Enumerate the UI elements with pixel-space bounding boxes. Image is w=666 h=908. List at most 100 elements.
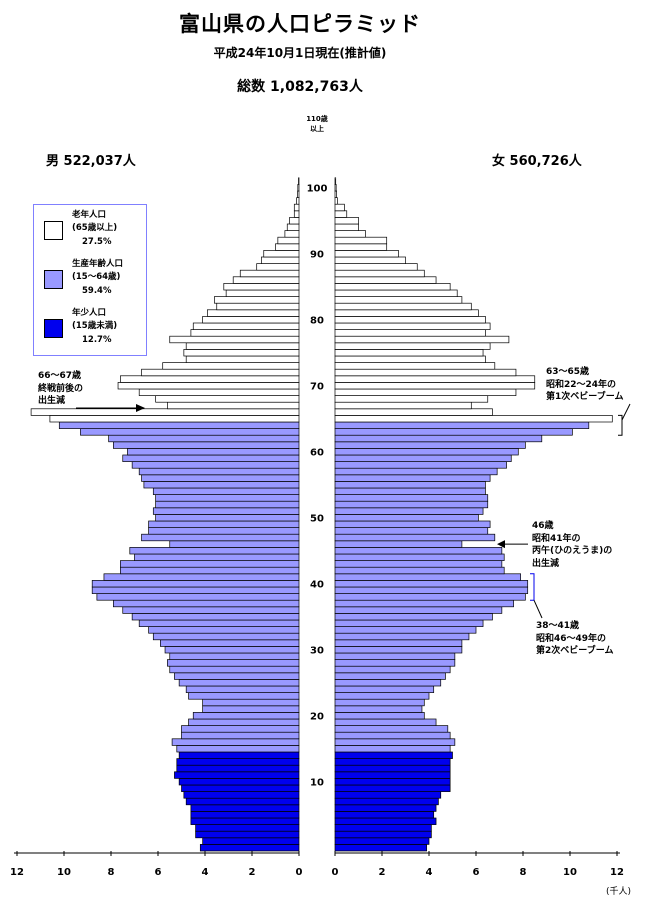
bar-male-55 bbox=[143, 481, 300, 489]
annotation-wartime: 66～67歳 終戦前後の 出生減 bbox=[38, 371, 84, 406]
bar-male-83 bbox=[214, 296, 300, 304]
bar-female-85 bbox=[334, 283, 451, 291]
bar-male-59 bbox=[122, 454, 300, 462]
bar-female-1 bbox=[334, 837, 430, 845]
bar-male-18 bbox=[181, 725, 300, 733]
legend-working-range: (15～64歳) bbox=[72, 272, 121, 282]
bar-female-56 bbox=[334, 474, 491, 482]
bar-female-98 bbox=[334, 197, 338, 205]
bar-male-15 bbox=[176, 745, 300, 753]
bar-female-5 bbox=[334, 811, 435, 819]
bar-male-69 bbox=[138, 388, 300, 396]
bar-female-23 bbox=[334, 692, 430, 700]
legend-working-pct: 59.4% bbox=[82, 286, 112, 296]
bar-female-41 bbox=[334, 573, 521, 581]
bar-female-11 bbox=[334, 771, 451, 779]
bar-female-39 bbox=[334, 586, 529, 594]
bar-male-54 bbox=[152, 487, 300, 495]
bar-female-43 bbox=[334, 560, 503, 568]
age-label-20: 20 bbox=[310, 712, 324, 723]
bar-male-26 bbox=[174, 672, 300, 680]
bar-male-14 bbox=[178, 751, 300, 759]
chart-subtitle: 平成24年10月1日現在(推計値) bbox=[213, 46, 387, 60]
bar-male-60 bbox=[127, 448, 300, 456]
bar-female-95 bbox=[334, 217, 359, 225]
boom1-leader bbox=[621, 403, 631, 421]
bar-male-46 bbox=[169, 540, 300, 548]
bar-male-89 bbox=[261, 256, 300, 264]
bar-male-24 bbox=[185, 685, 300, 693]
bar-male-58 bbox=[131, 461, 300, 469]
bar-female-16 bbox=[334, 738, 456, 746]
x-tick-label-male-12: 12 bbox=[10, 867, 24, 878]
bar-male-30 bbox=[164, 646, 300, 654]
bar-female-34 bbox=[334, 619, 484, 627]
bar-female-76 bbox=[334, 342, 491, 350]
bar-male-96 bbox=[293, 210, 300, 218]
bar-female-84 bbox=[334, 289, 458, 297]
bar-female-45 bbox=[334, 547, 503, 555]
bar-female-31 bbox=[334, 639, 463, 647]
bar-male-65 bbox=[49, 415, 300, 423]
bar-female-32 bbox=[334, 632, 470, 641]
bar-male-73 bbox=[162, 362, 300, 370]
hinoeuma-arrowhead bbox=[497, 540, 505, 549]
x-tick-label-male-8: 8 bbox=[108, 867, 115, 878]
bar-female-58 bbox=[334, 461, 507, 469]
x-tick-label-female-8: 8 bbox=[520, 867, 527, 878]
bar-female-68 bbox=[334, 395, 489, 403]
female-total: 女 560,726人 bbox=[492, 154, 582, 169]
bar-male-47 bbox=[141, 533, 300, 542]
bar-female-64 bbox=[334, 421, 590, 429]
bar-female-10 bbox=[334, 778, 451, 786]
bar-female-37 bbox=[334, 599, 514, 608]
bar-female-77 bbox=[334, 335, 510, 344]
bar-female-74 bbox=[334, 355, 486, 363]
bar-female-61 bbox=[334, 441, 526, 449]
annotation-hinoeuma: 46歳 昭和41年の 丙午(ひのえうま)の 出生減 bbox=[532, 521, 613, 569]
bar-female-30 bbox=[334, 646, 463, 654]
bar-female-96 bbox=[334, 210, 348, 218]
bar-male-32 bbox=[152, 632, 300, 641]
bar-male-74 bbox=[185, 355, 300, 363]
bar-female-62 bbox=[334, 434, 543, 443]
male-total: 男 522,037人 bbox=[46, 154, 136, 169]
age-label-40: 40 bbox=[310, 580, 324, 591]
bar-male-19 bbox=[188, 718, 300, 726]
bar-male-90 bbox=[263, 250, 300, 258]
bar-female-49 bbox=[334, 520, 491, 528]
legend-item-young: 年少人口 (15歳未満) 12.7% bbox=[34, 307, 146, 351]
bar-male-61 bbox=[112, 441, 300, 449]
bar-male-11 bbox=[174, 771, 300, 779]
bar-female-99 bbox=[334, 190, 337, 198]
bar-female-100 bbox=[334, 184, 337, 192]
bar-male-85 bbox=[223, 283, 300, 291]
bar-female-54 bbox=[334, 487, 486, 495]
bar-male-44 bbox=[134, 553, 300, 561]
bar-female-44 bbox=[334, 553, 505, 561]
x-tick-label-male-6: 6 bbox=[155, 867, 162, 878]
bar-male-3 bbox=[195, 824, 300, 832]
bar-female-55 bbox=[334, 481, 486, 489]
bar-female-17 bbox=[334, 731, 451, 740]
bar-male-95 bbox=[289, 217, 300, 225]
bar-female-50 bbox=[334, 514, 479, 522]
bar-male-20 bbox=[192, 712, 300, 720]
bar-female-86 bbox=[334, 276, 437, 284]
bar-female-51 bbox=[334, 507, 484, 515]
bar-male-39 bbox=[91, 586, 300, 594]
bar-male-92 bbox=[277, 236, 300, 245]
bar-male-51 bbox=[152, 507, 300, 515]
bar-male-99 bbox=[297, 190, 300, 198]
bar-female-57 bbox=[334, 467, 498, 476]
bar-female-93 bbox=[334, 230, 366, 238]
bar-female-42 bbox=[334, 566, 505, 575]
boom1-bracket bbox=[618, 414, 623, 436]
age-label-50: 50 bbox=[310, 514, 324, 525]
bar-male-80 bbox=[202, 316, 300, 324]
bar-female-7 bbox=[334, 797, 439, 806]
bar-male-68 bbox=[155, 395, 300, 403]
bar-male-33 bbox=[148, 626, 300, 634]
bar-female-33 bbox=[334, 626, 477, 634]
bar-male-35 bbox=[131, 613, 300, 621]
